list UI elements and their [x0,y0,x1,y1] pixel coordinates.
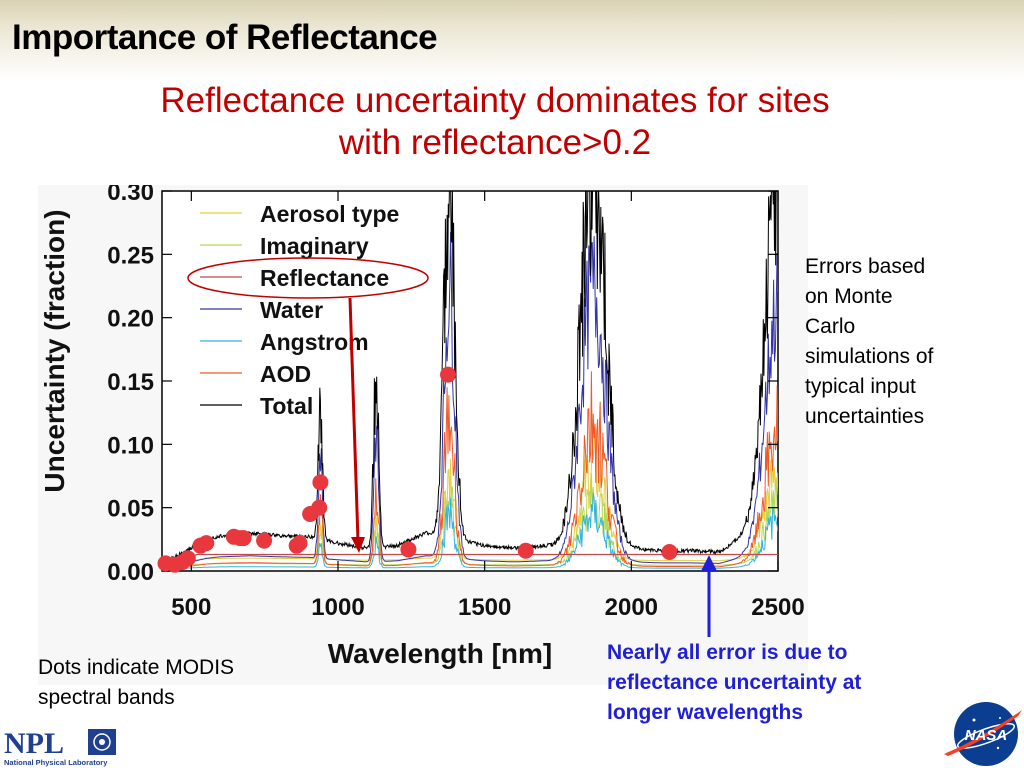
plot-frame [161,190,779,572]
nasa-logo: NASA [944,702,1022,766]
y-tick-label: 0.10 [107,432,154,459]
modis-band-dot [235,530,252,547]
blue-note-line: Nearly all error is due to [607,641,848,664]
y-axis-label: Uncertainty (fraction) [39,209,70,492]
angstrom-series [162,493,778,570]
modis-band-dot [661,544,678,560]
aod-series [162,371,778,571]
longer-wavelengths-note: Nearly all error is due to reflectance u… [607,638,947,728]
npl-logo: NPL National Physical Laboratory [4,727,116,767]
modis-band-dot [198,535,215,552]
dots-note-line: spectral bands [38,686,175,709]
x-tick-label: 500 [171,594,211,621]
y-tick-label: 0.00 [107,559,154,586]
dots-note-line: Dots indicate MODIS [38,656,235,679]
modis-dots-note: Dots indicate MODIS spectral bands [38,653,338,713]
nasa-vector-icon [944,710,1022,756]
modis-band-dot [311,499,328,516]
modis-band-dot [291,535,308,552]
title-band [0,0,1024,80]
uncertainty-chart: 0.00 0.05 0.10 0.15 0.20 0.25 0.30 500 1000 1500 2… [38,185,808,685]
modis-band-dot [179,550,196,567]
npl-logo-text: NPL [4,727,64,760]
legend-label: Aerosol type [260,201,399,227]
subtitle-line-1: Reflectance uncertainty dominates for si… [160,81,830,120]
side-note-line: Errors based [805,255,926,278]
x-tick-label: 1000 [311,594,364,621]
modis-band-dot [256,532,273,549]
y-tick-label: 0.05 [107,496,154,523]
monte-carlo-note: Errors based on Monte Carlo simulations … [805,252,1005,432]
x-axis-label: Wavelength [nm] [328,638,553,669]
x-tick-label: 2000 [605,594,658,621]
npl-logo-subtext: National Physical Laboratory [4,758,108,767]
legend-label: Water [260,297,323,323]
y-tick-label: 0.20 [107,306,154,333]
y-tick-label: 0.25 [107,242,154,269]
modis-band-dot [517,542,534,559]
legend-label: Total [260,393,313,419]
red-arrow-shaft [348,297,360,542]
modis-band-dot [312,474,329,491]
side-note-line: on Monte [805,285,893,308]
blue-note-line: longer wavelengths [607,701,804,724]
modis-band-dot [400,541,417,558]
y-tick-label: 0.15 [107,369,154,396]
slide-title: Importance of Reflectance [12,18,438,57]
legend-label: Reflectance [260,265,389,291]
nasa-logo-text: NASA [965,727,1008,744]
red-arrow-head [351,537,365,553]
slide-subtitle: Reflectance uncertainty dominates for si… [40,80,950,164]
reflectance-highlight-ellipse [187,257,429,299]
legend-label: Imaginary [260,233,369,259]
blue-note-line: reflectance uncertainty at [607,671,862,694]
modis-band-dot [440,366,456,383]
water-series [162,231,778,569]
legend-label: AOD [260,361,311,387]
blue-arrow-head [701,555,717,571]
side-note-line: simulations of [805,345,934,368]
side-note-line: Carlo [805,315,856,338]
side-note-line: uncertainties [805,405,925,428]
x-tick-label: 2500 [751,594,804,621]
subtitle-line-2: with reflectance>0.2 [338,123,652,162]
x-tick-label: 1500 [458,594,511,621]
side-note-line: typical input [805,375,916,398]
y-tick-label: 0.30 [107,185,154,206]
